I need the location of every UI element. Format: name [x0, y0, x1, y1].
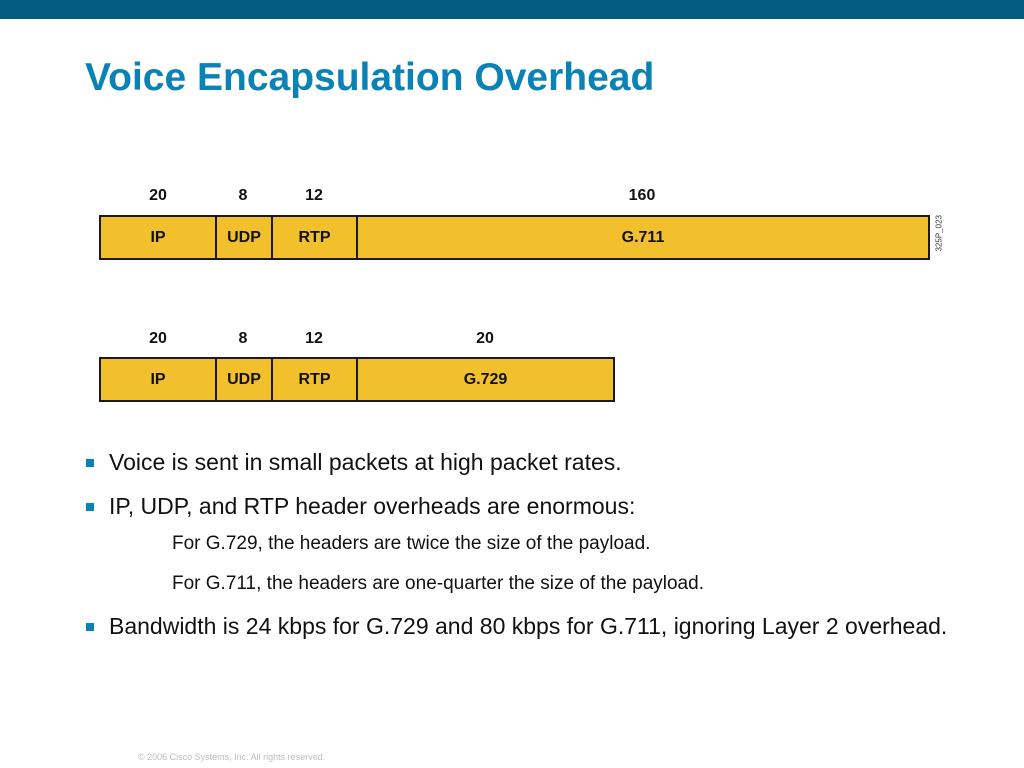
- size-label-ip: 20: [149, 330, 167, 347]
- top-banner: [0, 0, 1024, 19]
- size-label-payload: 160: [628, 187, 656, 204]
- slide-title: Voice Encapsulation Overhead: [85, 56, 655, 99]
- copyright-footer: © 2006 Cisco Systems, Inc. All rights re…: [138, 752, 326, 762]
- segment-rtp: RTP: [273, 359, 358, 400]
- encapsulation-diagram: 20 8 12 160 IP UDP RTP G.711 325P_023 20…: [99, 187, 944, 402]
- bullet-item: Bandwidth is 24 kbps for G.729 and 80 kb…: [84, 610, 964, 642]
- bullet-text: Bandwidth is 24 kbps for G.729 and 80 kb…: [109, 613, 948, 639]
- bullet-text: IP, UDP, and RTP header overheads are en…: [109, 493, 636, 519]
- segment-ip: IP: [101, 217, 217, 258]
- bullet-square-icon: [86, 623, 94, 631]
- segment-udp: UDP: [217, 359, 273, 400]
- bullet-text: Voice is sent in small packets at high p…: [109, 449, 622, 475]
- sub-bullet-text: For G.711, the headers are one-quarter t…: [172, 573, 704, 594]
- sub-bullet-text: For G.729, the headers are twice the siz…: [172, 533, 651, 554]
- bullet-square-icon: [86, 459, 94, 467]
- size-label-udp: 8: [238, 330, 248, 347]
- segment-rtp: RTP: [273, 217, 358, 258]
- segment-payload-g729: G.729: [463, 370, 508, 388]
- bullet-square-icon: [86, 503, 94, 511]
- size-label-payload: 20: [476, 330, 494, 347]
- bullet-list: Voice is sent in small packets at high p…: [84, 446, 964, 654]
- packet-g711: IP UDP RTP G.711: [99, 215, 930, 260]
- size-label-ip: 20: [149, 187, 167, 204]
- size-label-udp: 8: [238, 187, 248, 204]
- size-label-rtp: 12: [305, 187, 323, 204]
- bullet-item: IP, UDP, and RTP header overheads are en…: [84, 490, 964, 598]
- size-label-rtp: 12: [305, 330, 323, 347]
- figure-id: 325P_023: [934, 215, 944, 252]
- segment-payload-g711: G.711: [621, 228, 665, 246]
- segment-ip: IP: [101, 359, 217, 400]
- packet-g729: IP UDP RTP G.729: [99, 357, 615, 402]
- bullet-item: Voice is sent in small packets at high p…: [84, 446, 964, 478]
- segment-udp: UDP: [217, 217, 273, 258]
